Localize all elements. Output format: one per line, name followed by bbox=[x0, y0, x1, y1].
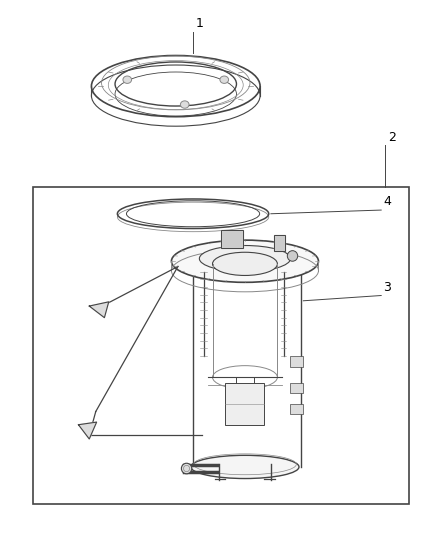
Ellipse shape bbox=[171, 240, 318, 282]
Polygon shape bbox=[221, 230, 243, 248]
Bar bbox=[274, 235, 285, 251]
Bar bbox=[290, 356, 304, 367]
Ellipse shape bbox=[180, 101, 189, 108]
Polygon shape bbox=[89, 302, 109, 318]
Polygon shape bbox=[78, 422, 97, 439]
Ellipse shape bbox=[220, 76, 229, 83]
Bar bbox=[290, 383, 304, 393]
Ellipse shape bbox=[199, 246, 290, 272]
Ellipse shape bbox=[212, 252, 277, 276]
Ellipse shape bbox=[123, 76, 131, 83]
Ellipse shape bbox=[191, 455, 299, 479]
Bar bbox=[33, 188, 409, 504]
Bar bbox=[290, 403, 304, 414]
Text: 2: 2 bbox=[388, 131, 396, 143]
Ellipse shape bbox=[181, 463, 192, 474]
Ellipse shape bbox=[287, 251, 298, 261]
Text: 1: 1 bbox=[195, 17, 203, 30]
Text: 4: 4 bbox=[383, 196, 391, 208]
Bar bbox=[221, 230, 243, 248]
Polygon shape bbox=[274, 235, 285, 251]
Text: 3: 3 bbox=[383, 281, 391, 294]
Bar bbox=[226, 383, 265, 425]
